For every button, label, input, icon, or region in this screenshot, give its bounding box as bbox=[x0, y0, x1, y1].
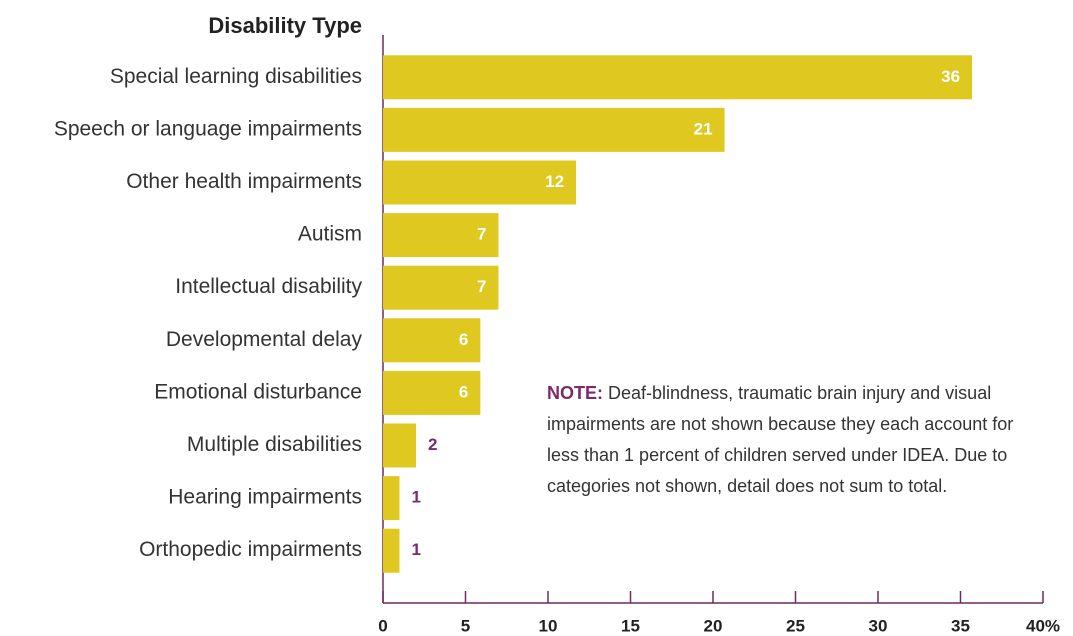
value-label: 7 bbox=[477, 225, 486, 244]
bar bbox=[383, 265, 499, 310]
bar bbox=[383, 107, 725, 152]
category-label: Special learning disabilities bbox=[110, 65, 362, 88]
bar bbox=[383, 213, 499, 258]
value-label: 6 bbox=[459, 330, 468, 349]
category-label: Emotional disturbance bbox=[154, 380, 362, 403]
category-label: Intellectual disability bbox=[175, 275, 362, 298]
value-label: 6 bbox=[459, 382, 468, 401]
x-tick-label: 20 bbox=[704, 616, 723, 635]
x-tick-label: 0 bbox=[378, 616, 387, 635]
value-label: 7 bbox=[477, 277, 486, 296]
value-label: 1 bbox=[412, 540, 421, 559]
value-label: 36 bbox=[941, 67, 960, 86]
category-label: Hearing impairments bbox=[168, 486, 362, 509]
category-axis-title: Disability Type bbox=[208, 13, 362, 38]
x-tick-label: 10 bbox=[539, 616, 558, 635]
bar bbox=[383, 476, 400, 521]
value-label: 12 bbox=[545, 172, 564, 191]
x-tick-label: 25 bbox=[786, 616, 805, 635]
x-tick-label: 5 bbox=[461, 616, 470, 635]
category-label: Orthopedic impairments bbox=[139, 538, 362, 561]
category-label: Developmental delay bbox=[166, 328, 363, 351]
value-label: 2 bbox=[428, 435, 437, 454]
category-label: Other health impairments bbox=[126, 170, 362, 193]
category-label: Speech or language impairments bbox=[54, 117, 362, 140]
bar bbox=[383, 318, 481, 363]
x-tick-label: 40% bbox=[1026, 616, 1060, 635]
category-label: Multiple disabilities bbox=[187, 433, 362, 456]
x-tick-label: 35 bbox=[951, 616, 970, 635]
bar bbox=[383, 370, 481, 415]
x-tick-label: 30 bbox=[869, 616, 888, 635]
value-label: 21 bbox=[694, 119, 713, 138]
note: NOTE: Deaf-blindness, traumatic brain in… bbox=[547, 378, 1027, 502]
bar bbox=[383, 160, 577, 205]
bar bbox=[383, 55, 973, 100]
note-label: NOTE: bbox=[547, 383, 603, 403]
value-label: 1 bbox=[412, 488, 421, 507]
category-label: Autism bbox=[298, 223, 362, 246]
bar bbox=[383, 423, 416, 468]
x-tick-label: 15 bbox=[621, 616, 640, 635]
note-text: Deaf-blindness, traumatic brain injury a… bbox=[547, 383, 1014, 496]
bar bbox=[383, 528, 400, 573]
